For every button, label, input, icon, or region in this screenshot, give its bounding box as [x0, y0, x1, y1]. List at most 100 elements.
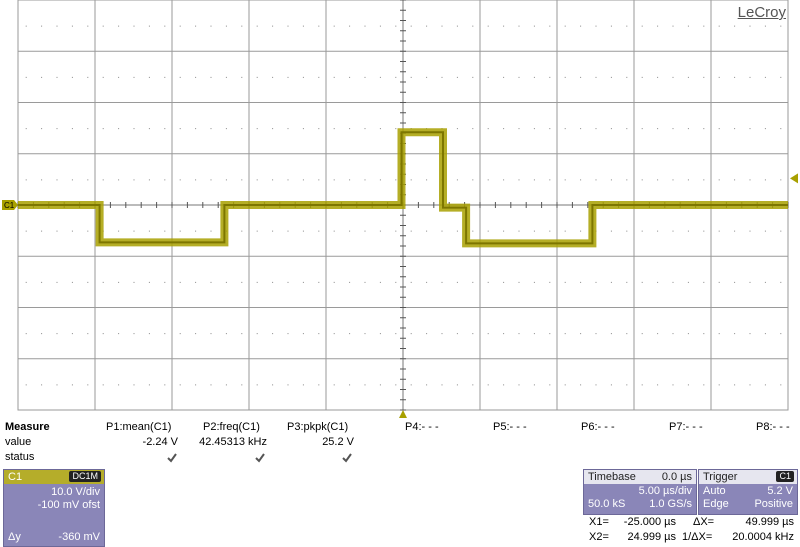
grid-dot: [333, 333, 335, 335]
grid-dot: [87, 76, 89, 78]
trigger-channel-badge: C1: [776, 471, 794, 482]
grid-dot: [626, 384, 628, 386]
grid-dot: [395, 76, 397, 78]
grid-dot: [241, 230, 243, 232]
grid-dot: [364, 179, 366, 181]
measure-p8-label[interactable]: P8:- - -: [756, 421, 790, 433]
grid-dot: [256, 179, 258, 181]
grid-dot: [657, 333, 659, 335]
grid-dot: [672, 384, 674, 386]
timebase-panel[interactable]: Timebase 0.0 µs 5.00 µs/div 50.0 kS 1.0 …: [583, 469, 697, 515]
grid-dot: [256, 25, 258, 27]
grid-dot: [549, 25, 551, 27]
channel-offset: -100 mV ofst: [37, 499, 100, 511]
measure-p3-label[interactable]: P3:pkpk(C1): [287, 421, 349, 433]
grid-dot: [71, 25, 73, 27]
grid-dot: [780, 179, 782, 181]
grid-dot: [164, 384, 166, 386]
grid-dot: [210, 230, 212, 232]
measure-p3-value: 25.2 V: [322, 436, 354, 448]
grid-dot: [133, 179, 135, 181]
grid-dot: [102, 128, 104, 130]
grid-dot: [764, 230, 766, 232]
grid-dot: [426, 179, 428, 181]
grid-dot: [379, 333, 381, 335]
grid-dot: [687, 384, 689, 386]
cursor-inv-dx-value: 20.0004 kHz: [732, 531, 794, 543]
brand-logo: LeCroy: [737, 4, 786, 21]
grid-dot: [71, 179, 73, 181]
grid-dot: [302, 76, 304, 78]
grid-dot: [564, 281, 566, 283]
grid-dot: [549, 230, 551, 232]
grid-dot: [210, 281, 212, 283]
grid-dot: [734, 333, 736, 335]
delta-y-label: Δy: [8, 531, 21, 543]
timebase-rate: 1.0 GS/s: [649, 498, 692, 510]
grid-dot: [148, 230, 150, 232]
measure-p2-label[interactable]: P2:freq(C1): [203, 421, 260, 433]
channel-c1-panel[interactable]: C1 DC1M 10.0 V/div -100 mV ofst Δy -360 …: [3, 469, 105, 547]
grid-dot: [210, 128, 212, 130]
grid-dot: [102, 25, 104, 27]
grid-dot: [148, 281, 150, 283]
grid-dot: [472, 76, 474, 78]
grid-dot: [472, 179, 474, 181]
grid-dot: [749, 25, 751, 27]
grid-dot: [595, 25, 597, 27]
coupling-badge: DC1M: [69, 471, 101, 482]
grid-dot: [703, 281, 705, 283]
channel-vdiv: 10.0 V/div: [51, 486, 100, 498]
grid-dot: [133, 76, 135, 78]
grid-dot: [349, 384, 351, 386]
grid-dot: [610, 384, 612, 386]
measure-p1-label[interactable]: P1:mean(C1): [106, 421, 172, 433]
grid-dot: [718, 25, 720, 27]
grid-dot: [641, 76, 643, 78]
grid-dot: [426, 333, 428, 335]
grid-dot: [595, 76, 597, 78]
cursor-x2-label: X2=: [589, 531, 609, 543]
grid-dot: [241, 281, 243, 283]
grid-dot: [256, 333, 258, 335]
grid-dot: [764, 76, 766, 78]
grid-dot: [118, 333, 120, 335]
grid-dot: [379, 128, 381, 130]
grid-dot: [225, 179, 227, 181]
grid-dot: [549, 281, 551, 283]
grid-dot: [179, 333, 181, 335]
grid-dot: [503, 384, 505, 386]
grid-dot: [118, 281, 120, 283]
grid-dot: [487, 333, 489, 335]
grid-dot: [118, 179, 120, 181]
measure-p7-label[interactable]: P7:- - -: [669, 421, 703, 433]
grid-dot: [518, 230, 520, 232]
measure-table[interactable]: Measure value status P1:mean(C1) -2.24 V…: [0, 419, 800, 467]
grid-dot: [672, 333, 674, 335]
grid-dot: [626, 333, 628, 335]
grid-dot: [395, 230, 397, 232]
grid-dot: [456, 281, 458, 283]
measure-p5-label[interactable]: P5:- - -: [493, 421, 527, 433]
grid-dot: [672, 128, 674, 130]
grid-dot: [657, 179, 659, 181]
grid-dot: [472, 281, 474, 283]
grid-dot: [333, 76, 335, 78]
grid-dot: [302, 384, 304, 386]
trigger-panel[interactable]: Trigger C1 Auto 5.2 V Edge Positive: [698, 469, 798, 515]
grid-dot: [610, 179, 612, 181]
grid-dot: [25, 179, 27, 181]
grid-dot: [287, 128, 289, 130]
grid-dot: [410, 179, 412, 181]
grid-dot: [133, 230, 135, 232]
grid-dot: [780, 25, 782, 27]
measure-p6-label[interactable]: P6:- - -: [581, 421, 615, 433]
grid-dot: [179, 76, 181, 78]
measure-p4-label[interactable]: P4:- - -: [405, 421, 439, 433]
waveform-display[interactable]: C1 LeCroy: [0, 0, 800, 420]
grid-dot: [272, 230, 274, 232]
grid-dot: [133, 128, 135, 130]
grid-dot: [318, 333, 320, 335]
grid-dot: [395, 128, 397, 130]
grid-dot: [272, 333, 274, 335]
